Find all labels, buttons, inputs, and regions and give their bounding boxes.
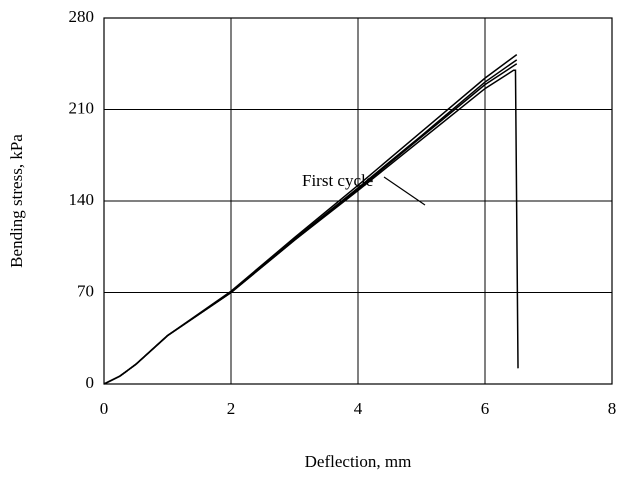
y-tick-label: 280 (69, 7, 95, 26)
data-line (103, 63, 518, 385)
y-axis-label: Bending stress, kPa (7, 134, 26, 268)
x-axis-label: Deflection, mm (305, 452, 412, 471)
y-tick-label: 210 (69, 98, 95, 117)
data-line (103, 53, 518, 385)
x-tick-label: 6 (481, 399, 490, 418)
x-tick-label: 0 (100, 399, 109, 418)
x-tick-label: 4 (354, 399, 363, 418)
x-tick-label: 2 (227, 399, 236, 418)
annotation: First cycle (302, 171, 373, 190)
x-tick-label: 8 (608, 399, 617, 418)
annotation-arrow (383, 176, 426, 206)
y-tick-label: 140 (69, 190, 95, 209)
plot-frame (103, 17, 613, 385)
y-tick-label: 0 (86, 373, 95, 392)
y-tick-label: 70 (77, 281, 94, 300)
data-line (103, 59, 518, 385)
